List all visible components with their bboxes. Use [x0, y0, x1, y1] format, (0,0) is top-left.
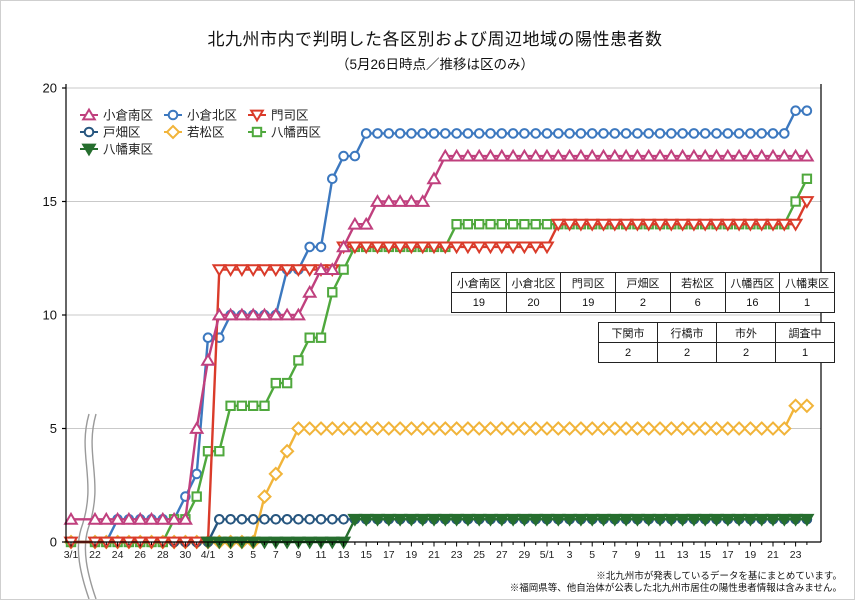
table-header-cell: 下関市: [598, 322, 658, 343]
legend-label: 若松区: [187, 125, 225, 140]
x-tick-label: 3: [567, 549, 573, 561]
table-value-cell: 2: [716, 342, 776, 363]
table-header-cell: 市外: [716, 322, 776, 343]
y-tick-label: 10: [43, 308, 57, 323]
table-header-cell: 行橋市: [657, 322, 717, 343]
table-header-cell: 調査中: [775, 322, 835, 343]
x-tick-label: 17: [722, 549, 734, 561]
table-value-cell: 6: [669, 292, 726, 313]
table-value-cell: 2: [657, 342, 717, 363]
x-tick-label: 3/1: [64, 549, 79, 561]
table-value-cell: 19: [451, 292, 507, 313]
table-value-cell: 16: [724, 292, 781, 313]
series-若松区: [63, 398, 815, 550]
x-tick-label: 25: [473, 549, 485, 561]
y-tick-label: 0: [50, 535, 57, 550]
gridlines: [66, 87, 821, 429]
legend-item-若松区: 若松区: [164, 125, 225, 140]
legend-label: 門司区: [271, 109, 309, 123]
legend-label: 小倉南区: [103, 108, 153, 123]
footnotes: ※北九州市が発表しているデータを基にまとめています。 ※福岡県等、他自治体が公表…: [510, 571, 842, 595]
x-tick-label: 21: [767, 549, 779, 561]
x-tick-label: 24: [112, 549, 124, 561]
legend-label: 八幡西区: [271, 125, 321, 140]
table-value-cell: 19: [560, 292, 617, 313]
x-tick-label: 27: [496, 549, 508, 561]
table-value-cell: 2: [615, 292, 671, 313]
table-value-cell: 1: [775, 342, 835, 363]
x-tick-label: 22: [89, 549, 101, 561]
data-series: [63, 105, 815, 550]
table-header-cell: 小倉北区: [505, 272, 562, 293]
x-tick-label: 5/1: [540, 549, 555, 561]
table-header-cell: 八幡東区: [779, 272, 835, 293]
legend-item-小倉南区: 小倉南区: [80, 108, 153, 123]
legend-label: 戸畑区: [103, 126, 141, 140]
legend-item-戸畑区: 戸畑区: [80, 126, 141, 140]
axis-break-marks: [77, 413, 97, 599]
x-tick-label: 7: [273, 549, 279, 561]
ward-totals-table: 小倉南区 小倉北区 門司区 戸畑区 若松区 八幡西区 八幡東区 19 20 19 2 6 16 1: [451, 272, 835, 313]
legend-label: 八幡東区: [103, 142, 153, 157]
x-tick-label: 23: [451, 549, 463, 561]
x-tick-label: 4/1: [201, 549, 216, 561]
table-header-cell: 戸畑区: [615, 272, 671, 293]
table-value-cell: 1: [779, 292, 835, 313]
x-tick-label: 29: [519, 549, 531, 561]
x-tick-label: 7: [612, 549, 618, 561]
table-value-cell: 20: [505, 292, 562, 313]
x-tick-label: 3: [228, 549, 234, 561]
y-tick-label: 20: [43, 81, 57, 96]
y-tick-label: 5: [50, 421, 57, 436]
chart-title: 北九州市内で判明した各区別および周辺地域の陽性患者数: [207, 30, 663, 49]
legend-item-八幡東区: 八幡東区: [80, 142, 153, 157]
table-header-cell: 八幡西区: [724, 272, 781, 293]
x-tick-label: 23: [790, 549, 802, 561]
table-value-cell: 2: [598, 342, 658, 363]
x-tick-label: 19: [745, 549, 757, 561]
table-header-cell: 小倉南区: [451, 272, 507, 293]
x-tick-label: 15: [699, 549, 711, 561]
other-area-totals-table: 下関市 行橋市 市外 調査中 2 2 2 1: [598, 322, 835, 363]
x-tick-label: 9: [295, 549, 301, 561]
x-tick-label: 13: [677, 549, 689, 561]
legend-item-門司区: 門司区: [248, 109, 309, 123]
x-tick-label: 13: [338, 549, 350, 561]
x-tick-label: 28: [157, 549, 169, 561]
x-tick-label: 9: [634, 549, 640, 561]
chart-header: 北九州市内で判明した各区別および周辺地域の陽性患者数 （5月26日時点／推移は区…: [31, 25, 839, 73]
x-tick-label: 17: [383, 549, 395, 561]
footnote-line: ※北九州市が発表しているデータを基にまとめています。: [596, 571, 842, 582]
legend-item-小倉北区: 小倉北区: [164, 108, 237, 123]
table-header-cell: 門司区: [560, 272, 617, 293]
series-小倉南区: [63, 148, 815, 525]
chart-subtitle: （5月26日時点／推移は区のみ）: [335, 57, 535, 72]
legend-label: 小倉北区: [187, 108, 237, 123]
x-tick-label: 11: [655, 549, 666, 561]
legend-item-八幡西区: 八幡西区: [248, 125, 321, 140]
x-tick-label: 21: [428, 549, 440, 561]
x-tick-label: 15: [360, 549, 372, 561]
x-tick-label: 30: [180, 549, 192, 561]
x-tick-label: 26: [134, 549, 146, 561]
x-tick-label: 5: [589, 549, 595, 561]
table-header-cell: 若松区: [669, 272, 726, 293]
x-tick-label: 5: [250, 549, 256, 561]
x-tick-label: 11: [316, 549, 327, 561]
x-tick-label: 19: [406, 549, 418, 561]
footnote-line: ※福岡県等、他自治体が公表した北九州市居住の陽性患者情報は含みません。: [509, 583, 842, 594]
y-tick-label: 15: [43, 194, 57, 209]
